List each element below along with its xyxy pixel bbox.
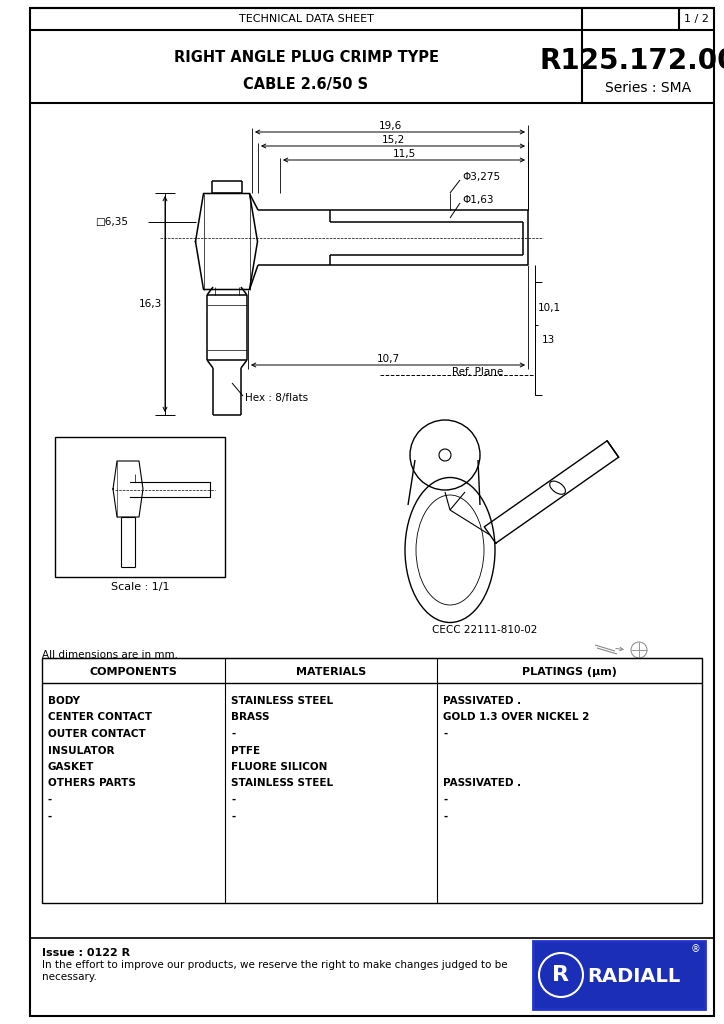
Text: Issue : 0122 R: Issue : 0122 R bbox=[42, 948, 130, 958]
Text: PTFE: PTFE bbox=[231, 745, 260, 756]
Text: 15,2: 15,2 bbox=[382, 135, 405, 145]
Text: Scale : 1/1: Scale : 1/1 bbox=[111, 582, 169, 592]
Text: Φ3,275: Φ3,275 bbox=[462, 172, 500, 182]
Text: Hex : 8/flats: Hex : 8/flats bbox=[245, 393, 308, 403]
Text: -: - bbox=[48, 795, 52, 805]
Text: TECHNICAL DATA SHEET: TECHNICAL DATA SHEET bbox=[239, 14, 374, 24]
Text: R125.172.001: R125.172.001 bbox=[539, 47, 724, 75]
Text: STAINLESS STEEL: STAINLESS STEEL bbox=[231, 778, 333, 788]
Text: GASKET: GASKET bbox=[48, 762, 94, 772]
Text: -: - bbox=[443, 729, 447, 739]
Text: -: - bbox=[231, 795, 235, 805]
Bar bbox=[533, 941, 705, 1009]
Text: Φ1,63: Φ1,63 bbox=[462, 195, 494, 205]
Text: RIGHT ANGLE PLUG CRIMP TYPE: RIGHT ANGLE PLUG CRIMP TYPE bbox=[174, 50, 439, 66]
Text: 11,5: 11,5 bbox=[392, 150, 416, 159]
Text: -: - bbox=[443, 811, 447, 821]
Text: 19,6: 19,6 bbox=[379, 121, 402, 131]
Text: 1 / 2: 1 / 2 bbox=[684, 14, 709, 24]
Bar bbox=[55, 437, 225, 577]
Text: 10,7: 10,7 bbox=[376, 354, 400, 364]
Text: ®: ® bbox=[691, 944, 701, 954]
Text: CABLE 2.6/50 S: CABLE 2.6/50 S bbox=[243, 77, 369, 92]
Text: -: - bbox=[231, 729, 235, 739]
Text: -: - bbox=[443, 795, 447, 805]
Text: CENTER CONTACT: CENTER CONTACT bbox=[48, 713, 152, 723]
Bar bbox=[42, 658, 702, 903]
Text: □6,35: □6,35 bbox=[95, 217, 128, 227]
Text: STAINLESS STEEL: STAINLESS STEEL bbox=[231, 696, 333, 706]
Text: PASSIVATED .: PASSIVATED . bbox=[443, 696, 521, 706]
Text: 13: 13 bbox=[542, 335, 555, 345]
Text: -: - bbox=[48, 811, 52, 821]
Text: -: - bbox=[231, 811, 235, 821]
Text: COMPONENTS: COMPONENTS bbox=[90, 667, 177, 677]
Text: BODY: BODY bbox=[48, 696, 80, 706]
Text: GOLD 1.3 OVER NICKEL 2: GOLD 1.3 OVER NICKEL 2 bbox=[443, 713, 589, 723]
Text: OTHERS PARTS: OTHERS PARTS bbox=[48, 778, 136, 788]
Text: R: R bbox=[552, 965, 570, 985]
Text: PASSIVATED .: PASSIVATED . bbox=[443, 778, 521, 788]
Text: Series : SMA: Series : SMA bbox=[605, 81, 691, 95]
Text: OUTER CONTACT: OUTER CONTACT bbox=[48, 729, 146, 739]
Text: Ref. Plane: Ref. Plane bbox=[452, 367, 503, 377]
Text: BRASS: BRASS bbox=[231, 713, 269, 723]
Text: CECC 22111-810-02: CECC 22111-810-02 bbox=[432, 625, 537, 635]
Text: 16,3: 16,3 bbox=[139, 299, 162, 309]
Text: FLUORE SILICON: FLUORE SILICON bbox=[231, 762, 327, 772]
Text: All dimensions are in mm.: All dimensions are in mm. bbox=[42, 650, 178, 660]
Text: 10,1: 10,1 bbox=[538, 303, 561, 313]
Text: RADIALL: RADIALL bbox=[587, 968, 681, 986]
Text: PLATINGS (μm): PLATINGS (μm) bbox=[522, 667, 617, 677]
Text: MATERIALS: MATERIALS bbox=[296, 667, 366, 677]
Text: In the effort to improve our products, we reserve the right to make changes judg: In the effort to improve our products, w… bbox=[42, 961, 508, 982]
Text: INSULATOR: INSULATOR bbox=[48, 745, 114, 756]
